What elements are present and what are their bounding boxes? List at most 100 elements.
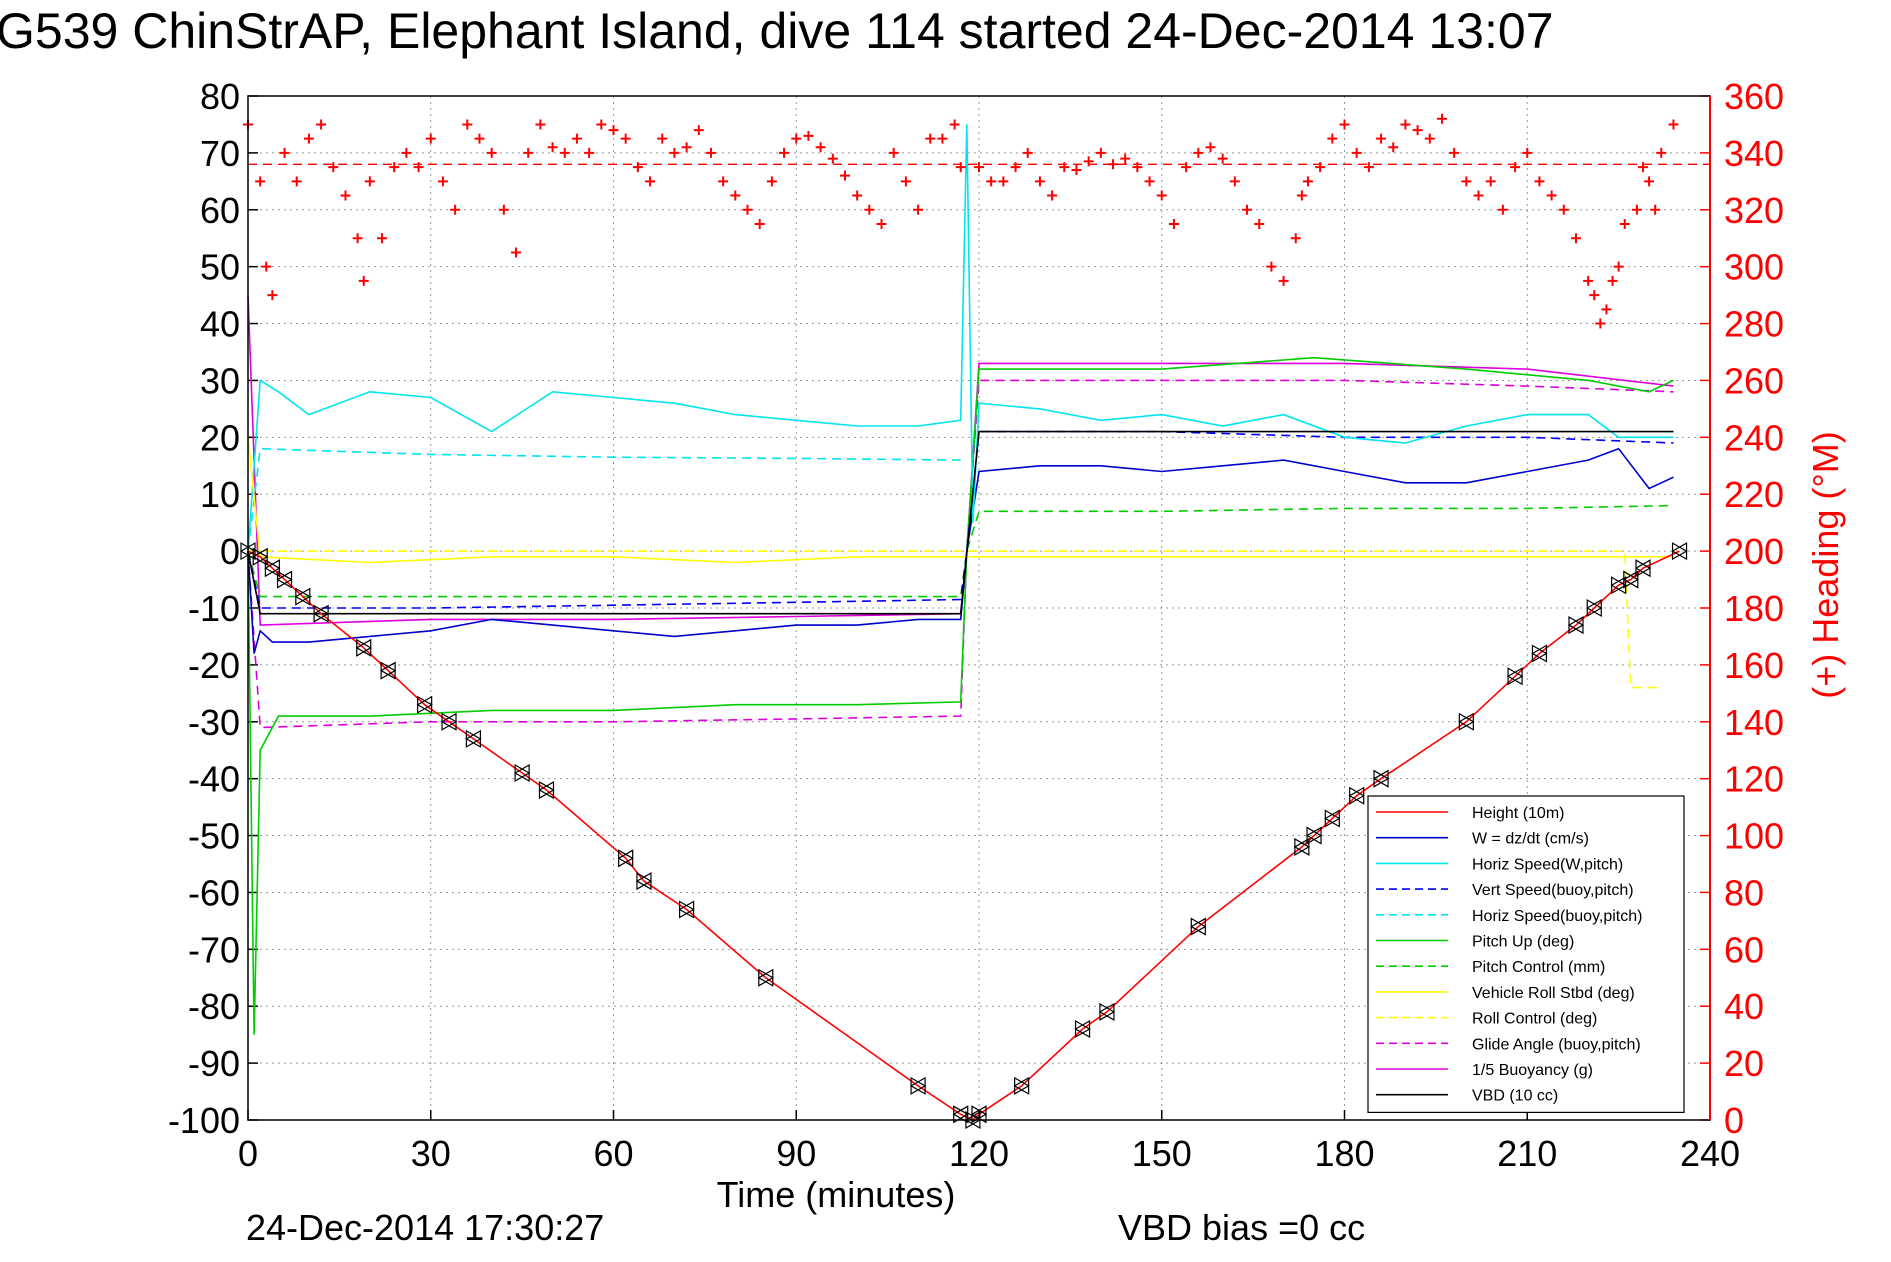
heading-point [1376, 133, 1387, 144]
height-marker [757, 968, 775, 987]
x-tick-label: 60 [593, 1133, 633, 1174]
height-marker [635, 872, 653, 891]
heading-point [267, 290, 278, 301]
heading-point [925, 133, 936, 144]
footer-timestamp: 24-Dec-2014 17:30:27 [246, 1207, 604, 1248]
heading-point [1650, 204, 1661, 215]
heading-point [693, 125, 704, 136]
heading-point [1461, 176, 1472, 187]
heading-point [1059, 162, 1070, 173]
heading-point [1327, 133, 1338, 144]
heading-point [401, 147, 412, 158]
y2-tick-label: 80 [1724, 872, 1764, 913]
heading-point [474, 133, 485, 144]
heading-point [364, 176, 375, 187]
heading-layer [243, 113, 1710, 329]
heading-point [742, 204, 753, 215]
legend-entry: Horiz Speed(buoy,pitch) [1472, 908, 1642, 925]
height-marker [355, 638, 372, 657]
heading-point [1168, 219, 1179, 229]
legend-entry: Horiz Speed(W,pitch) [1472, 856, 1623, 873]
heading-point [261, 261, 272, 272]
heading-point [815, 142, 826, 153]
x-tick-labels: 0 30 60 90 120 150 180 210 240 [238, 1133, 1740, 1174]
heading-point [1601, 304, 1612, 315]
heading-point [1193, 147, 1204, 158]
x-tick-label: 90 [776, 1133, 816, 1174]
heading-point [1083, 156, 1094, 167]
heading-point [425, 133, 436, 144]
heading-point [937, 133, 948, 144]
y2-tick-label: 0 [1724, 1100, 1744, 1141]
heading-point [1315, 162, 1326, 173]
legend-entry: Vert Speed(buoy,pitch) [1472, 882, 1634, 899]
y-tick-label: -30 [188, 702, 240, 743]
heading-point [316, 119, 327, 130]
heading-point [1449, 147, 1460, 158]
heading-point [900, 176, 911, 187]
height-marker [440, 712, 458, 731]
y-tick-label: -100 [168, 1100, 240, 1141]
heading-point [632, 162, 643, 173]
heading-point [1589, 290, 1600, 301]
y-tick-label: 10 [200, 474, 240, 515]
y-tick-label: 40 [200, 304, 240, 345]
heading-point [511, 247, 522, 258]
x-tick-label: 210 [1497, 1133, 1557, 1174]
y-tick-label: 20 [200, 417, 240, 458]
height-marker [970, 1105, 988, 1124]
series-vert-speed-buoy-pitch [247, 430, 1674, 609]
y-tick-label: -80 [188, 986, 240, 1027]
heading-point [358, 275, 369, 286]
height-marker [678, 900, 695, 919]
height-marker [1506, 667, 1524, 686]
heading-point [949, 119, 960, 130]
heading-point [779, 147, 790, 158]
heading-point [1595, 318, 1606, 329]
height-marker [264, 559, 281, 578]
heading-point [462, 119, 473, 130]
y-tick-label: -50 [188, 816, 240, 857]
series-1-5-buoyancy-g [247, 295, 1674, 626]
x-axis-label: Time (minutes) [717, 1174, 956, 1215]
height-marker [1567, 616, 1585, 635]
heading-point [377, 233, 388, 244]
heading-point [1181, 162, 1192, 173]
heading-point [1144, 176, 1155, 187]
height-marker [952, 1105, 969, 1124]
heading-point [279, 147, 290, 158]
heading-point [450, 204, 461, 215]
heading-point [657, 133, 668, 144]
legend-box [1367, 795, 1685, 1113]
heading-point [1473, 190, 1484, 201]
legend-entry: Height (10m) [1472, 805, 1564, 822]
heading-point [303, 133, 314, 144]
heading-point [986, 176, 997, 187]
y-tick-label: -40 [188, 759, 240, 800]
y-tick-label: 50 [200, 247, 240, 288]
height-marker [1348, 786, 1365, 805]
y-tick-label: 0 [220, 531, 240, 572]
legend-entry: Vehicle Roll Stbd (deg) [1472, 985, 1635, 1002]
heading-point [535, 119, 546, 130]
heading-point [1558, 204, 1569, 215]
heading-point [645, 176, 656, 187]
heading-point [1534, 176, 1545, 187]
heading-point [1071, 164, 1082, 175]
height-marker [909, 1076, 927, 1095]
heading-point [1570, 233, 1581, 244]
heading-point [766, 176, 777, 187]
y-tick-labels: 80 70 60 50 40 30 20 10 0 -10 -20 -30 -40 -50 -60 -70 -8… [168, 76, 240, 1141]
y2-tick-label: 160 [1724, 645, 1784, 686]
heading-point [1047, 190, 1058, 201]
heading-point [1497, 204, 1508, 215]
footer-vbd-bias: VBD bias =0 cc [1118, 1207, 1365, 1248]
height-marker [617, 849, 634, 868]
height-marker [276, 570, 293, 589]
height-marker [1458, 712, 1475, 731]
legend-entry: Glide Angle (buoy,pitch) [1472, 1036, 1641, 1053]
heading-point [1363, 162, 1374, 173]
series-vbd-10-cc [247, 430, 1674, 615]
heading-point [1546, 190, 1557, 201]
